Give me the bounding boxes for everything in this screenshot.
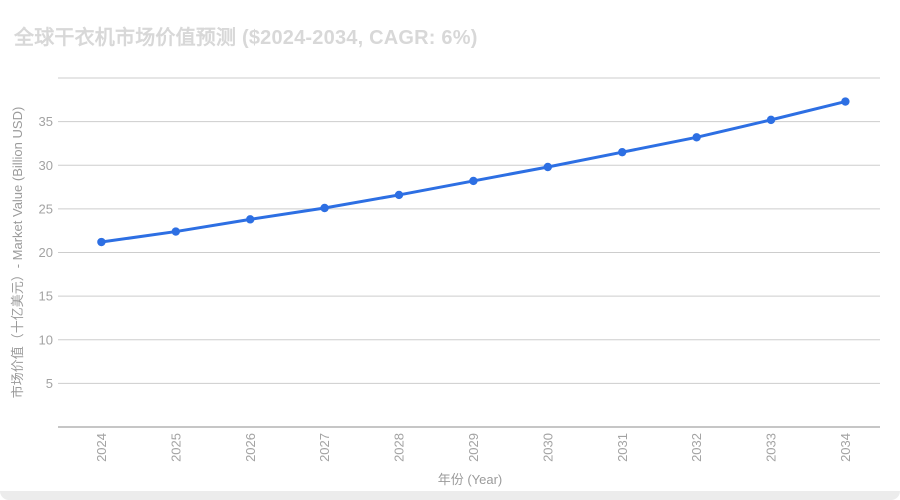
- x-tick-label: 2026: [243, 433, 258, 462]
- bottom-edge-bar: [0, 491, 900, 500]
- x-tick-label: 2034: [838, 433, 853, 462]
- x-tick-label: 2033: [764, 433, 779, 462]
- x-tick-label: 2028: [392, 433, 407, 462]
- data-point[interactable]: [171, 227, 180, 236]
- x-tick-label: 2024: [94, 433, 109, 462]
- y-tick-label: 10: [39, 332, 53, 347]
- data-point[interactable]: [841, 97, 850, 106]
- line-series: [99, 100, 847, 244]
- data-point[interactable]: [97, 237, 106, 247]
- y-tick-label: 35: [39, 114, 53, 129]
- x-axis-title: 年份 (Year): [438, 472, 503, 487]
- y-tick-label: 15: [39, 289, 53, 304]
- y-axis-title: 市场价值（十亿美元）- Market Value (Billion USD): [10, 107, 25, 399]
- data-point[interactable]: [394, 190, 404, 200]
- x-tick-label: 2025: [168, 433, 183, 462]
- y-tick-label: 30: [39, 158, 53, 173]
- data-point[interactable]: [320, 203, 329, 213]
- x-tick-label: 2027: [317, 433, 332, 462]
- data-point[interactable]: [469, 176, 478, 186]
- data-point[interactable]: [766, 115, 776, 125]
- chart-title: 全球干衣机市场价值预测 ($2024-2034, CAGR: 6%): [14, 27, 478, 49]
- x-tick-label: 2032: [689, 433, 704, 462]
- data-point[interactable]: [618, 147, 627, 157]
- data-point[interactable]: [543, 162, 552, 172]
- x-tick-label: 2031: [615, 433, 630, 462]
- x-tick-label: 2030: [540, 433, 555, 462]
- x-tick-label: 2029: [466, 433, 481, 462]
- y-tick-label: 20: [39, 245, 53, 260]
- data-point[interactable]: [246, 215, 255, 224]
- data-point[interactable]: [692, 133, 701, 142]
- y-tick-label: 25: [39, 201, 53, 216]
- y-tick-label: 5: [46, 376, 53, 391]
